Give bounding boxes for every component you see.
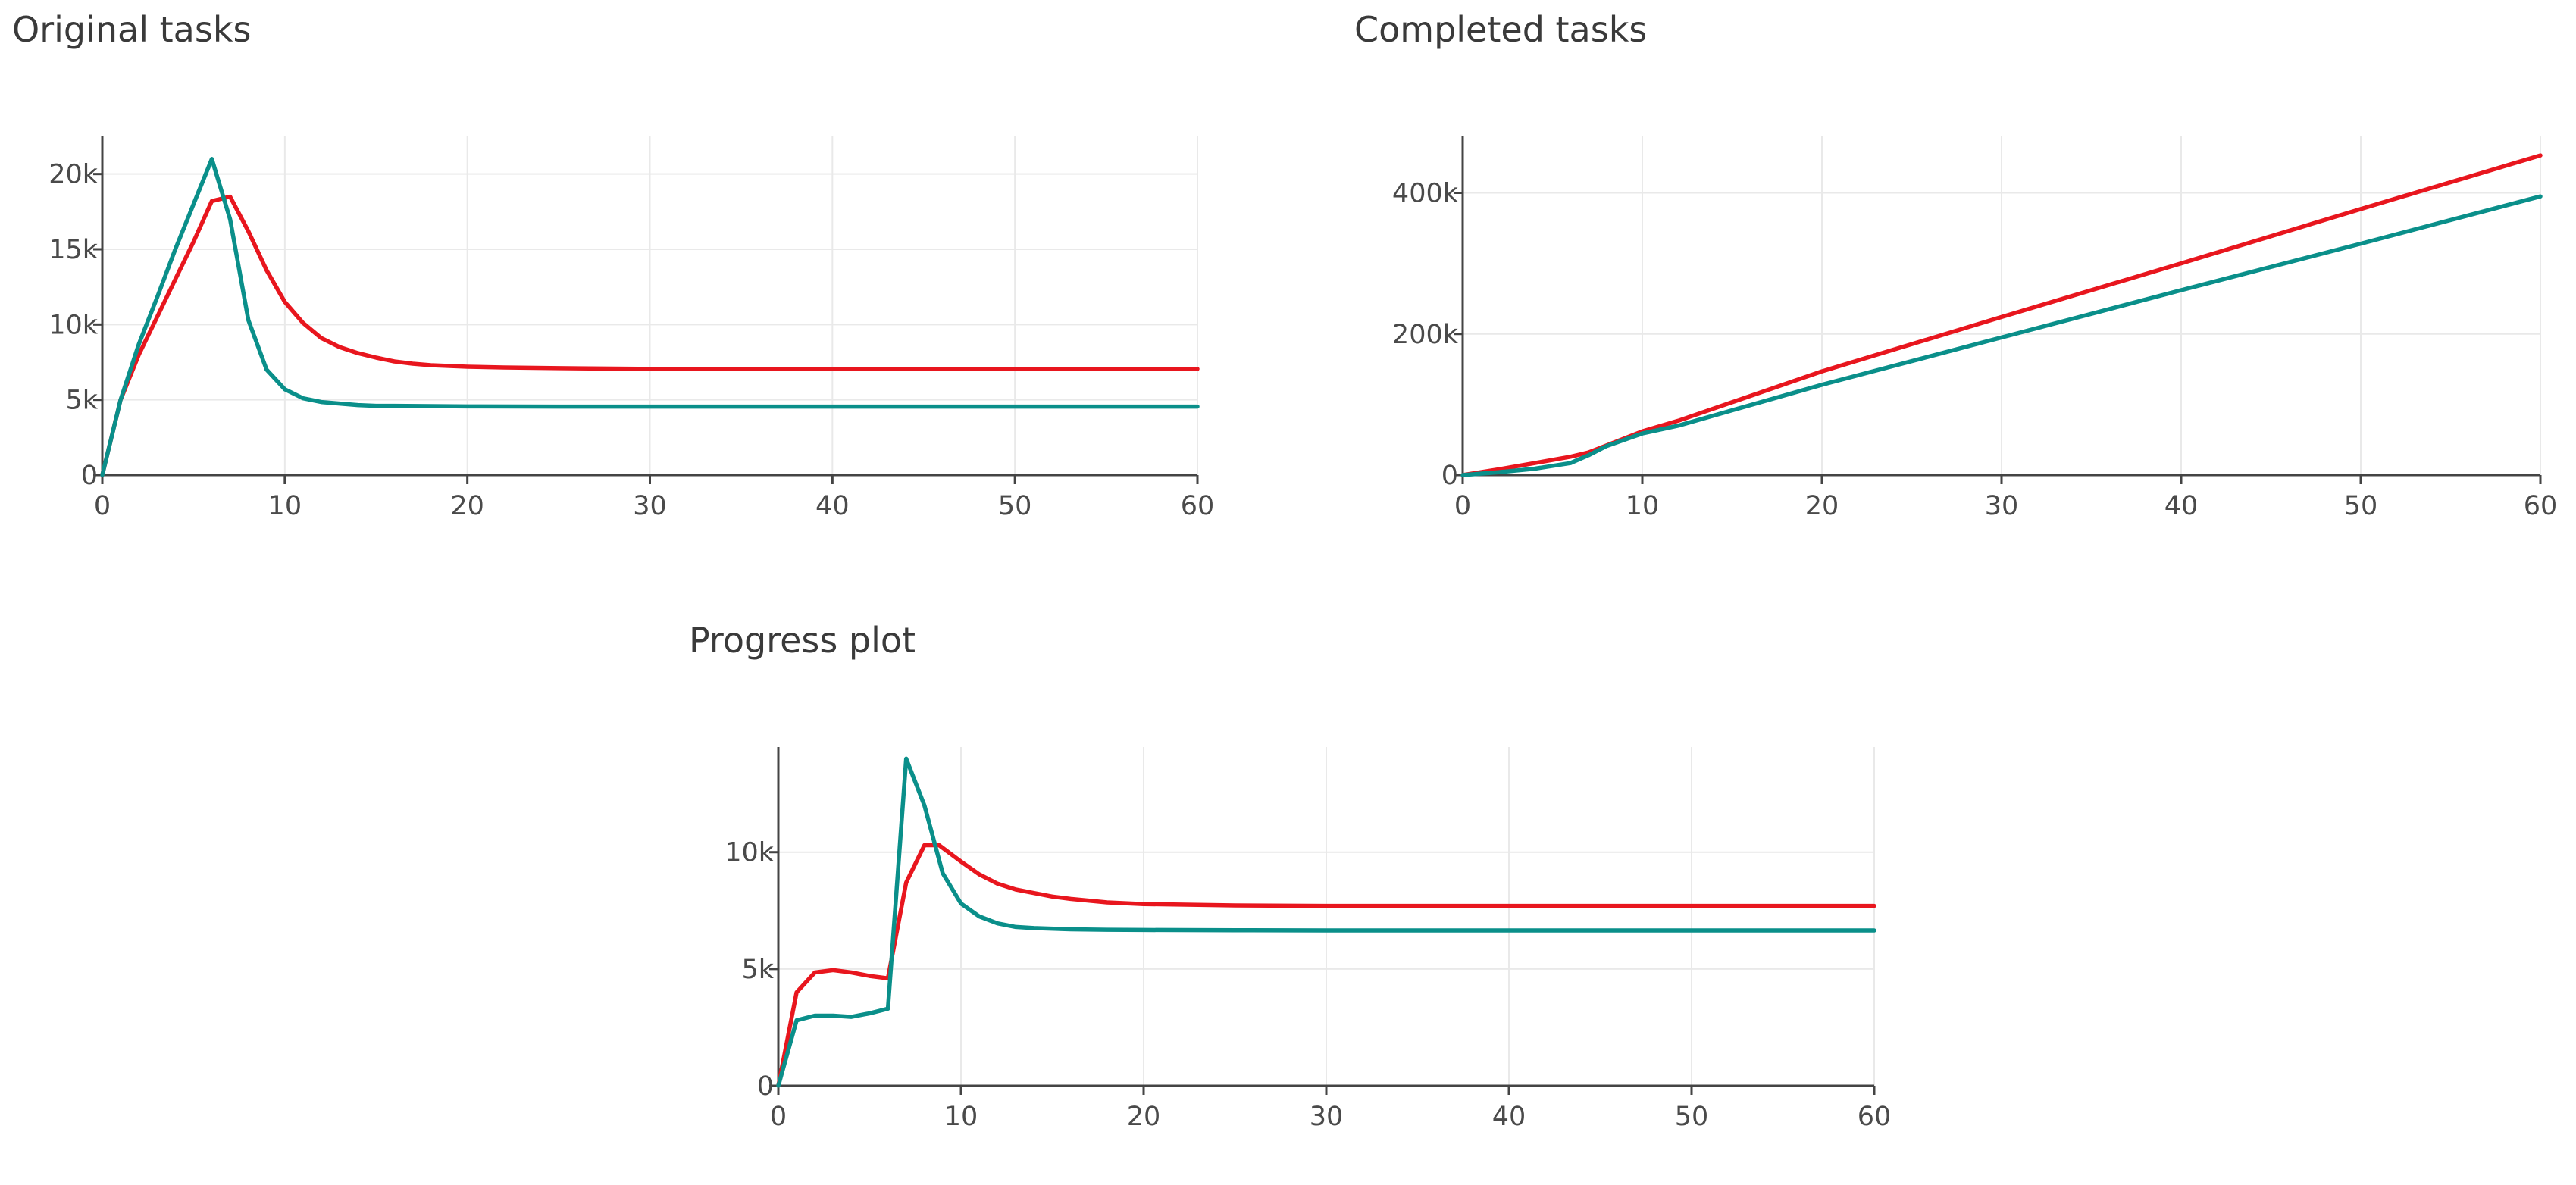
y-tick-label: 400k bbox=[1392, 179, 1459, 209]
x-tick-label: 0 bbox=[1454, 491, 1471, 521]
chart-title-completed-tasks: Completed tasks bbox=[1354, 9, 1648, 50]
x-tick-label: 50 bbox=[998, 491, 1032, 521]
series-line-red bbox=[776, 843, 1876, 1088]
x-tick-label: 30 bbox=[633, 491, 667, 521]
x-tick-label: 0 bbox=[770, 1102, 787, 1132]
y-tick-label: 0 bbox=[1441, 461, 1458, 491]
series-line-red bbox=[100, 194, 1200, 477]
chart-title-original-tasks: Original tasks bbox=[12, 9, 252, 50]
x-tick-label: 10 bbox=[1626, 491, 1660, 521]
y-tick-label: 10k bbox=[49, 310, 99, 340]
x-tick-label: 10 bbox=[944, 1102, 978, 1132]
series-line-teal bbox=[776, 756, 1876, 1088]
x-tick-label: 20 bbox=[450, 491, 484, 521]
x-tick-label: 60 bbox=[1858, 1102, 1892, 1132]
x-tick-label: 60 bbox=[1181, 491, 1215, 521]
x-tick-label: 20 bbox=[1127, 1102, 1161, 1132]
y-tick-label: 0 bbox=[757, 1071, 774, 1102]
series-line-teal bbox=[100, 157, 1200, 477]
x-tick-label: 40 bbox=[1492, 1102, 1526, 1132]
y-tick-label: 5k bbox=[65, 386, 98, 416]
y-tick-label: 15k bbox=[49, 235, 99, 265]
y-tick-label: 10k bbox=[725, 838, 775, 868]
x-tick-label: 20 bbox=[1805, 491, 1839, 521]
y-tick-label: 5k bbox=[741, 955, 774, 985]
x-tick-label: 30 bbox=[1310, 1102, 1344, 1132]
series-line-teal bbox=[1460, 194, 2543, 477]
x-tick-label: 10 bbox=[268, 491, 302, 521]
y-tick-label: 20k bbox=[49, 160, 99, 190]
x-tick-label: 50 bbox=[1675, 1102, 1709, 1132]
x-tick-label: 30 bbox=[1985, 491, 2019, 521]
chart-title-progress-plot: Progress plot bbox=[689, 620, 916, 661]
x-tick-label: 60 bbox=[2524, 491, 2558, 521]
x-tick-label: 0 bbox=[94, 491, 111, 521]
y-tick-label: 0 bbox=[81, 461, 98, 491]
x-tick-label: 40 bbox=[815, 491, 850, 521]
y-tick-label: 200k bbox=[1392, 320, 1459, 350]
x-tick-label: 40 bbox=[2164, 491, 2199, 521]
x-tick-label: 50 bbox=[2344, 491, 2378, 521]
